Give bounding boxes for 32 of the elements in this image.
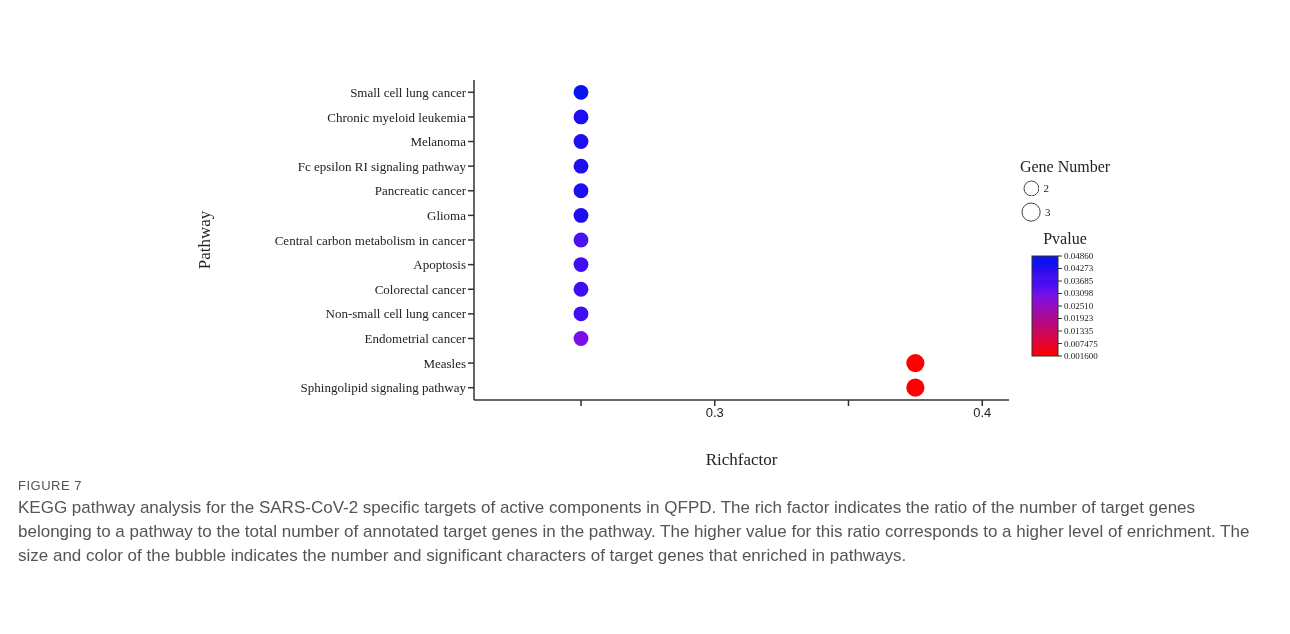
y-tick-label: Chronic myeloid leukemia [327,109,467,125]
x-tick-label: 0.4 [973,405,992,421]
color-bar-label: 0.001600 [1064,351,1099,361]
color-bar-title: Pvalue [1042,230,1088,248]
text: KEGG pathway analysis for the SARS-CoV-2 specific targets of active components in QFPD. The rich factor indicates the ratio of the number of target genes belonging to a pathway to the total number of annotated target genes in the pathway. The higher value for this ratio corresponds to a higher level of enrichment. The size and color of the bubble indicates the number and significant characters of target genes that enriched in pathways. [18,497,1251,567]
color-bar-label: 0.03098 [1064,288,1094,299]
x-tick-label: 0.3 [705,405,724,421]
color-bar-label: 0.01335 [1064,326,1094,336]
x-axis-title: Richfactor [705,450,778,469]
y-tick-label: Colorectal cancer [374,281,467,297]
legend-title: Gene Number [1018,158,1112,176]
y-axis-title: Pathway [195,210,215,270]
y-tick-label: Glioma [427,208,467,223]
color-bar-label: 0.007475 [1064,338,1099,349]
color-bar-label: 0.01923 [1064,313,1094,324]
legend-label: 3 [1045,206,1051,218]
legend-label: 2 [1043,182,1049,194]
y-tick-label: Fc epsilon RI signaling pathway [297,158,467,174]
color-bar-label: 0.03685 [1064,276,1094,286]
y-tick-label: Central carbon metabolism in cancer [274,232,467,248]
y-tick-label: Sphingolipid signaling pathway [300,380,467,396]
y-tick-label: Small cell lung cancer [350,84,467,100]
y-tick-label: Pancreatic cancer [374,183,467,199]
y-tick-label: Non-small cell lung cancer [325,306,467,322]
caption: FIGURE 7 [18,477,83,495]
y-tick-label: Endometrial cancer [364,331,467,347]
color-bar-label: 0.02510 [1064,301,1094,311]
y-tick-label: Apoptosis [413,257,466,273]
color-bar-label: 0.04860 [1064,251,1094,261]
y-tick-label: Measles [423,355,466,371]
y-tick-label: Melanoma [410,134,467,150]
color-bar-label: 0.04273 [1064,263,1094,274]
